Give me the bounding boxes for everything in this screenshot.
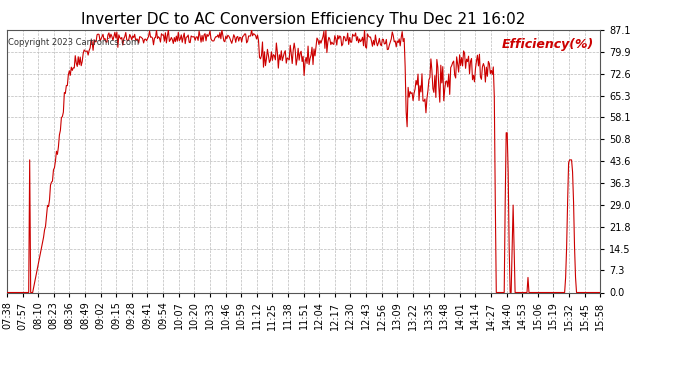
Text: Copyright 2023 Cartronics.com: Copyright 2023 Cartronics.com: [8, 38, 139, 47]
Title: Inverter DC to AC Conversion Efficiency Thu Dec 21 16:02: Inverter DC to AC Conversion Efficiency …: [81, 12, 526, 27]
Text: Efficiency(%): Efficiency(%): [502, 38, 594, 51]
